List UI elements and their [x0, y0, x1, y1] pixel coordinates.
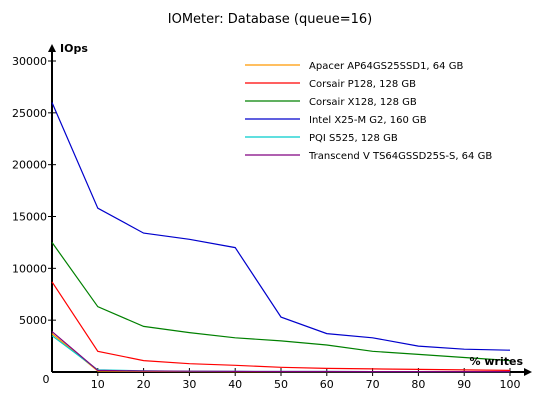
x-tick-label: 30	[182, 378, 196, 391]
y-axis-arrow	[48, 44, 56, 52]
y-tick-label: 25000	[12, 107, 47, 120]
x-tick-label: 10	[91, 378, 105, 391]
x-tick-label: 100	[500, 378, 521, 391]
legend-entry: PQI S525, 128 GB	[309, 133, 398, 144]
x-tick-label: 20	[137, 378, 151, 391]
y-tick-label: 20000	[12, 159, 47, 172]
series-line	[51, 281, 511, 371]
x-tick-label: 80	[411, 378, 425, 391]
origin-label: 0	[43, 373, 50, 386]
x-tick-label: 60	[320, 378, 334, 391]
y-tick-label: 5000	[19, 314, 47, 327]
legend-entry: Transcend V TS64GSSD25S-S, 64 GB	[308, 151, 492, 162]
series-line	[51, 102, 511, 351]
series-lines	[51, 102, 511, 373]
x-tick-label: 50	[274, 378, 288, 391]
x-tick-label: 40	[228, 378, 242, 391]
y-axis-label: IOps	[60, 42, 88, 55]
y-tick-label: 15000	[12, 211, 47, 224]
axes	[48, 44, 532, 376]
x-axis-label: % writes	[470, 355, 524, 368]
legend: Apacer AP64GS25SSD1, 64 GB Corsair P128, …	[245, 61, 492, 162]
y-tick-label: 10000	[12, 262, 47, 275]
legend-entry: Intel X25-M G2, 160 GB	[309, 115, 427, 126]
y-tick-label: 30000	[12, 55, 47, 68]
series-line	[51, 242, 511, 362]
x-tick-label: 90	[457, 378, 471, 391]
x-axis-arrow	[524, 368, 532, 376]
series-line	[51, 333, 510, 373]
legend-entry: Corsair X128, 128 GB	[309, 97, 417, 108]
legend-entry: Corsair P128, 128 GB	[309, 79, 416, 90]
x-tick-label: 70	[366, 378, 380, 391]
y-axis-ticks: 5000 10000 15000 20000 25000 30000	[12, 55, 56, 327]
chart-title: IOMeter: Database (queue=16)	[168, 12, 372, 27]
legend-entry: Apacer AP64GS25SSD1, 64 GB	[309, 61, 463, 72]
series-line	[51, 331, 510, 373]
x-axis-ticks: 10 20 30 40 50 60 70 80 90 100	[91, 368, 521, 391]
